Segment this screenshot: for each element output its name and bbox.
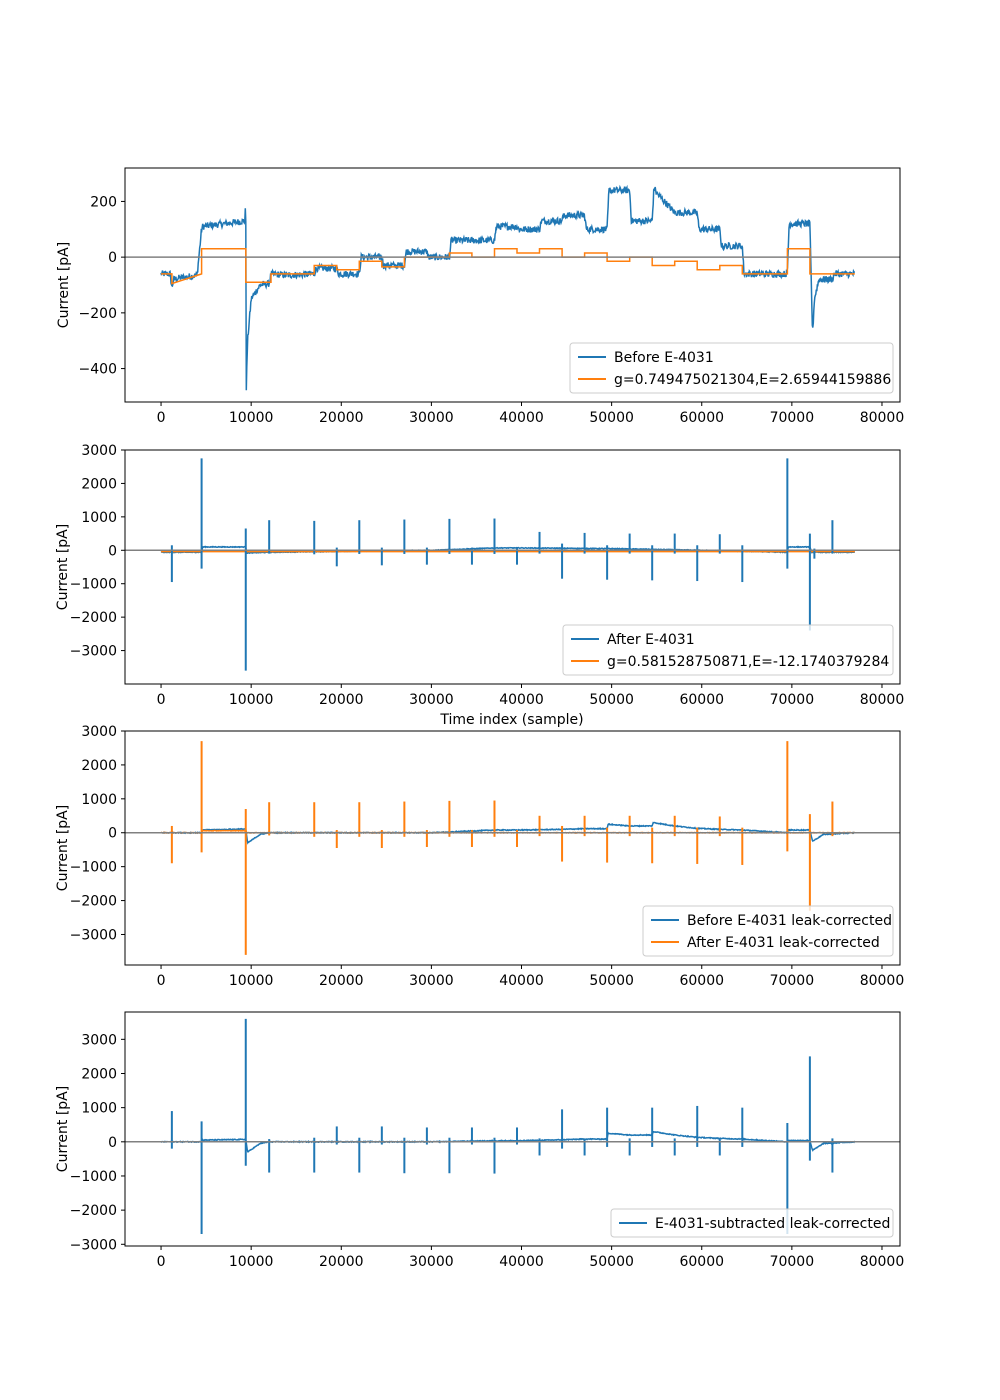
x-axis-label-time: Time index (sample) (439, 712, 583, 728)
chart-panel-2: 0 10000 20000 30000 40000 50000 60000 70000 8000… (55, 443, 904, 708)
y-axis-label: Current [pA] (55, 1086, 71, 1172)
y-tick-label: −2000 (70, 610, 117, 626)
x-tick-label: 80000 (860, 410, 905, 426)
y-tick-label: 3000 (81, 1032, 117, 1048)
y-tick-label: 1000 (81, 1101, 117, 1117)
legend: Before E-4031 g=0.749475021304,E=2.659441… (569, 342, 894, 394)
axes-frame (124, 730, 901, 966)
axes-frame (124, 449, 901, 685)
x-tick-label: 70000 (770, 1254, 815, 1270)
legend: Before E-4031 leak-corrected After E-4031… (642, 905, 894, 957)
x-tick-label: 30000 (409, 1254, 454, 1270)
chart-panel-4: 0 10000 20000 30000 40000 50000 60000 70000 8000… (55, 1011, 905, 1270)
plot-area (125, 1018, 900, 1235)
legend-entry-2: g=0.581528750871,E=-12.1740379284 (607, 654, 889, 670)
legend-entry-1: E-4031-subtracted leak-corrected (655, 1216, 890, 1232)
x-tick-label: 70000 (770, 973, 815, 989)
x-tick-label: 70000 (770, 410, 815, 426)
x-tick-label: 0 (157, 1254, 166, 1270)
x-tick-label: 60000 (679, 1254, 724, 1270)
x-tick-label: 0 (157, 410, 166, 426)
plot-area (125, 458, 900, 671)
y-tick-label: −2000 (70, 1203, 117, 1219)
y-tick-label: 2000 (81, 476, 117, 492)
legend-entry-1: Before E-4031 (614, 350, 714, 366)
x-tick-label: 50000 (589, 692, 634, 708)
x-tick-label: 10000 (229, 1254, 274, 1270)
x-tick-label: 60000 (679, 410, 724, 426)
y-tick-label: 0 (108, 1135, 117, 1151)
x-tick-label: 60000 (679, 973, 724, 989)
x-tick-label: 20000 (319, 692, 364, 708)
panels: 0 10000 20000 30000 40000 50000 60000 70000 8000… (55, 167, 905, 1270)
x-tick-label: 50000 (589, 1254, 634, 1270)
x-tick-label: 0 (157, 692, 166, 708)
y-tick-label: 3000 (81, 443, 117, 459)
legend-box (562, 624, 894, 676)
x-tick-label: 40000 (499, 973, 544, 989)
x-tick-label: 20000 (319, 1254, 364, 1270)
series-line-2 (161, 248, 855, 285)
y-tick-label: 1000 (81, 510, 117, 526)
x-tick-label: 10000 (229, 410, 274, 426)
chart-panel-1: 0 10000 20000 30000 40000 50000 60000 70000 8000… (56, 167, 905, 426)
y-tick-label: −200 (79, 306, 117, 322)
y-axis-label: Current [pA] (55, 524, 71, 610)
x-tick-label: 60000 (679, 692, 724, 708)
axes-frame (124, 167, 901, 403)
chart-panel-3: 0 10000 20000 30000 40000 50000 60000 70000 8000… (55, 724, 904, 989)
x-tick-label: 40000 (499, 692, 544, 708)
x-tick-label: 20000 (319, 410, 364, 426)
y-tick-label: −2000 (70, 894, 117, 910)
y-tick-label: −3000 (70, 644, 117, 660)
y-tick-label: −400 (79, 362, 117, 378)
y-tick-label: 2000 (81, 1066, 117, 1082)
legend-entry-2: g=0.749475021304,E=2.65944159886 (614, 372, 891, 388)
legend: After E-4031 g=0.581528750871,E=-12.17403… (562, 624, 894, 676)
x-tick-label: 20000 (319, 973, 364, 989)
y-axis-label: Current [pA] (56, 242, 72, 328)
x-tick-label: 40000 (499, 1254, 544, 1270)
y-tick-label: 0 (108, 543, 117, 559)
legend-entry-1: Before E-4031 leak-corrected (687, 913, 892, 929)
x-tick-label: 70000 (770, 692, 815, 708)
legend-box (642, 905, 894, 957)
x-tick-label: 50000 (589, 410, 634, 426)
y-tick-label: −1000 (70, 577, 117, 593)
plot-area (125, 184, 900, 391)
y-tick-label: −3000 (70, 1237, 117, 1253)
axes-frame (124, 1011, 901, 1247)
legend-box (610, 1208, 894, 1238)
y-tick-label: −3000 (70, 927, 117, 943)
y-tick-label: −1000 (70, 1169, 117, 1185)
y-tick-label: 0 (108, 250, 117, 266)
y-tick-label: 1000 (81, 792, 117, 808)
x-tick-label: 80000 (860, 973, 905, 989)
x-tick-label: 30000 (409, 692, 454, 708)
y-tick-label: −1000 (70, 860, 117, 876)
plot-area (125, 741, 900, 955)
x-tick-label: 30000 (409, 973, 454, 989)
y-tick-label: 3000 (81, 724, 117, 740)
x-tick-label: 80000 (860, 692, 905, 708)
x-tick-label: 50000 (589, 973, 634, 989)
x-tick-label: 10000 (229, 692, 274, 708)
legend-box (569, 342, 894, 394)
legend-entry-2: After E-4031 leak-corrected (687, 935, 880, 951)
y-tick-label: 0 (108, 826, 117, 842)
x-tick-label: 40000 (499, 410, 544, 426)
legend: E-4031-subtracted leak-corrected (610, 1208, 894, 1238)
y-tick-label: 200 (90, 194, 117, 210)
x-tick-label: 10000 (229, 973, 274, 989)
x-tick-label: 30000 (409, 410, 454, 426)
y-axis-label: Current [pA] (55, 805, 71, 891)
legend-entry-1: After E-4031 (607, 632, 695, 648)
x-tick-label: 80000 (860, 1254, 905, 1270)
x-tick-label: 0 (157, 973, 166, 989)
y-tick-label: 2000 (81, 758, 117, 774)
